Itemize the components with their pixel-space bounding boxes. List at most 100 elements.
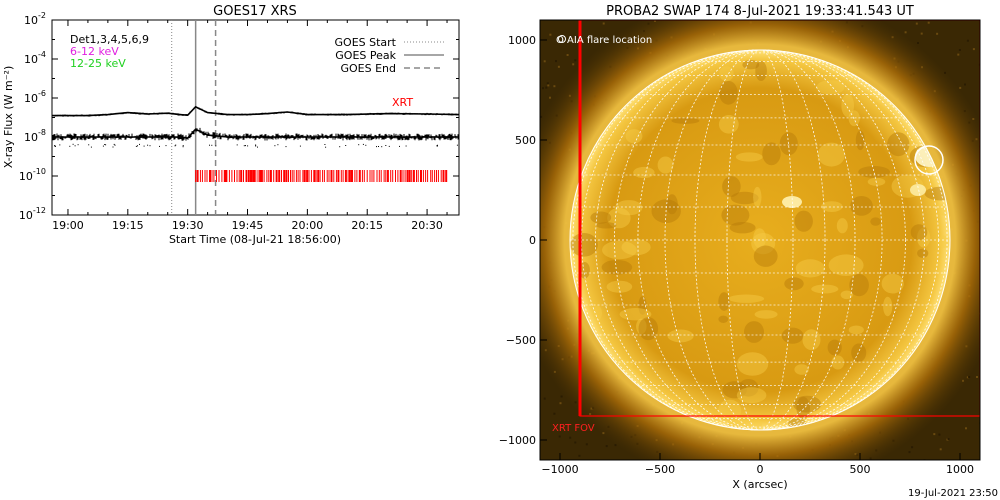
solar-surface-patch bbox=[802, 329, 821, 351]
swap-x-axis: −1000 −500 0 500 1000 bbox=[541, 453, 974, 476]
solar-surface-patch bbox=[719, 80, 738, 105]
solar-surface-patch bbox=[579, 262, 590, 279]
goes-xrt-label: XRT bbox=[392, 96, 413, 109]
solar-surface-patch bbox=[762, 142, 781, 166]
energy-legend-item: Det1,3,4,5,6,9 bbox=[70, 33, 149, 46]
solar-surface-patch bbox=[817, 142, 846, 167]
goes-series-dot bbox=[112, 146, 114, 148]
solar-surface-patch bbox=[855, 130, 865, 151]
swap-noise-speck bbox=[540, 115, 543, 118]
goes-series-dot bbox=[113, 143, 115, 145]
solar-surface-patch bbox=[887, 132, 910, 157]
goes-event-lines bbox=[171, 20, 217, 215]
goes-series-dot bbox=[143, 145, 145, 147]
swap-sun-image bbox=[540, 20, 980, 460]
swap-noise-speck bbox=[908, 451, 911, 454]
solar-surface-patch bbox=[606, 280, 633, 293]
solar-surface-patch bbox=[593, 305, 602, 321]
solar-surface-patch bbox=[753, 186, 762, 208]
solar-surface-patch bbox=[729, 222, 756, 234]
goes-series-dot bbox=[209, 144, 210, 146]
solar-surface-patch bbox=[781, 327, 804, 344]
solar-surface-patch bbox=[811, 284, 839, 294]
goes-series-dot bbox=[247, 145, 249, 147]
goes-series-dot bbox=[215, 145, 217, 147]
swap-y-tick-label: 500 bbox=[515, 134, 536, 147]
solar-limb bbox=[569, 49, 951, 431]
goes-series-dot bbox=[388, 145, 390, 147]
swap-noise-speck bbox=[605, 445, 608, 448]
goes-y-axis-label: X-ray Flux (W m⁻²) bbox=[2, 66, 15, 168]
swap-y-axis: 1000 500 0 −500 −1000 bbox=[499, 34, 547, 447]
goes-series-group bbox=[51, 105, 460, 148]
swap-noise-speck bbox=[915, 22, 918, 25]
goes-series-dot bbox=[54, 146, 56, 147]
solar-surface-patch bbox=[784, 277, 804, 291]
goes-series-dot bbox=[405, 145, 407, 147]
swap-noise-speck bbox=[904, 31, 907, 34]
solar-surface-patch bbox=[858, 166, 890, 178]
swap-noise-speck bbox=[927, 21, 930, 24]
goes-x-tick-label: 19:00 bbox=[52, 219, 84, 232]
swap-y-tick-label: 1000 bbox=[508, 34, 536, 47]
swap-noise-speck bbox=[964, 83, 966, 86]
goes-x-tick-label: 19:45 bbox=[232, 219, 264, 232]
solar-surface-patch bbox=[793, 395, 822, 413]
solar-surface-patch bbox=[615, 200, 643, 216]
goes-x-tick-label: 20:30 bbox=[411, 219, 443, 232]
goes-xrt-observations bbox=[195, 170, 448, 182]
swap-flare-legend: O AIA flare location bbox=[556, 35, 652, 46]
goes-y-tick-label: 10-4 bbox=[24, 50, 46, 66]
goes-chart-title: GOES17 XRS bbox=[213, 4, 297, 19]
goes-series-dot bbox=[376, 146, 377, 148]
goes-series-dot bbox=[175, 144, 177, 146]
swap-noise-speck bbox=[936, 32, 939, 35]
solar-surface-patch bbox=[836, 218, 848, 234]
swap-panel-title: PROBA2 SWAP 174 8-Jul-2021 19:33:41.543 … bbox=[606, 4, 914, 19]
solar-surface-patch bbox=[816, 80, 845, 95]
solar-surface-patch bbox=[754, 310, 778, 319]
solar-surface-patch bbox=[883, 296, 893, 317]
swap-noise-speck bbox=[947, 438, 950, 440]
swap-noise-speck bbox=[545, 86, 548, 89]
goes-series-dot bbox=[345, 145, 347, 146]
swap-noise-speck bbox=[966, 39, 969, 42]
solar-surface-patch bbox=[827, 339, 842, 356]
swap-noise-speck bbox=[614, 444, 617, 447]
goes-series-dot bbox=[211, 144, 213, 146]
swap-noise-speck bbox=[553, 412, 556, 415]
goes-x-tick-label: 19:15 bbox=[112, 219, 144, 232]
goes-series-dot bbox=[277, 144, 279, 146]
goes-series-dot bbox=[182, 145, 184, 147]
solar-surface-patch bbox=[738, 379, 759, 397]
swap-noise-speck bbox=[559, 402, 562, 405]
goes-series-dot bbox=[147, 144, 149, 146]
solar-surface-patch bbox=[796, 396, 810, 420]
goes-series-dot bbox=[139, 143, 140, 145]
goes-series-dot bbox=[54, 145, 56, 147]
solar-surface-patch bbox=[570, 233, 598, 257]
goes-series-dot bbox=[69, 145, 71, 147]
goes-series-dot bbox=[149, 145, 151, 147]
solar-surface-patch bbox=[753, 228, 766, 249]
swap-noise-speck bbox=[546, 82, 549, 85]
swap-noise-speck bbox=[555, 60, 557, 63]
goes-series-dot bbox=[456, 144, 458, 146]
goes-y-tick-label: 10-2 bbox=[24, 11, 46, 27]
swap-noise-speck bbox=[602, 22, 605, 25]
solar-surface-patch bbox=[794, 210, 813, 232]
goes-x-tick-label: 20:15 bbox=[351, 219, 383, 232]
goes-series-noise bbox=[51, 127, 460, 141]
swap-noise-speck bbox=[576, 35, 579, 38]
goes-series-dot bbox=[135, 145, 137, 147]
solar-surface-patch bbox=[779, 132, 798, 156]
goes-x-axis: 19:00 19:15 19:30 19:45 20:00 20:15 20:30 bbox=[52, 20, 448, 232]
energy-legend-item: 6-12 keV bbox=[70, 45, 119, 58]
goes-series-dot bbox=[245, 145, 246, 147]
solar-surface-patch bbox=[828, 254, 864, 276]
swap-noise-speck bbox=[574, 441, 577, 444]
swap-noise-speck bbox=[560, 395, 563, 398]
goes-series-dot bbox=[255, 145, 257, 147]
